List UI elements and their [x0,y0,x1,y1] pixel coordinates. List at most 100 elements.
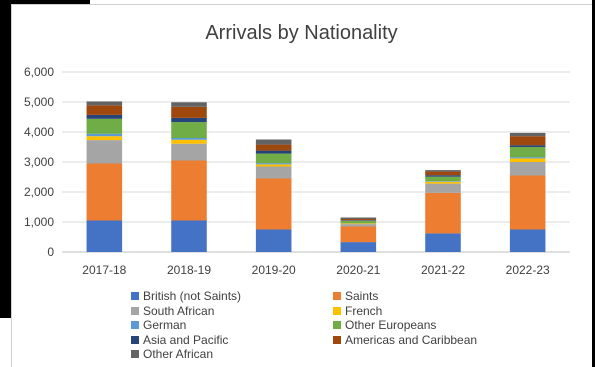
bar-segment [171,138,207,140]
legend-swatch [333,335,341,344]
x-tick-label: 2018-19 [167,263,211,277]
y-tick-label: 0 [47,245,54,259]
legend-item: Other African [131,347,214,361]
bar-segment [340,219,377,221]
legend-item: Americas and Caribbean [333,332,478,347]
bar-segment [255,164,292,167]
bar-segment [509,175,546,230]
bar-segment [86,140,123,164]
bar-segment [171,160,207,221]
right-frame-bar [592,0,595,367]
bar-segment [425,181,461,184]
bar-segment [340,220,377,221]
top-frame-bar [0,0,90,4]
bar-segment [509,132,546,137]
legend-label: German [143,318,187,332]
bar-segment [255,153,292,164]
bar-segment [340,224,377,227]
bar-segment [425,170,461,172]
legend-item: Asia and Pacific [131,332,229,347]
bar-segment [509,229,546,252]
bar-segment [425,176,461,182]
legend-swatch [131,306,139,315]
legend-swatch [131,292,139,300]
bar-segment [425,233,461,252]
bars [86,101,546,252]
bar-segment [425,171,461,176]
bar-segment [425,192,461,234]
x-tick-label: 2019-20 [252,263,296,277]
x-tick-label: 2021-22 [421,263,465,277]
bar-segment [255,139,292,145]
legend-label: Other African [143,347,214,361]
bar-segment [509,145,546,147]
x-tick-label: 2017-18 [82,263,126,277]
bar-segment [171,122,207,138]
bar-segment [509,162,546,176]
legend-swatch [333,321,341,329]
y-tick-label: 3,000 [24,155,54,169]
legend-swatch [131,350,139,358]
legend-label: Other Europeans [345,318,437,332]
legend-item: French [333,303,383,318]
bar-segment [86,136,123,141]
bar-segment [171,139,207,144]
bar-segment [171,117,207,123]
bar-segment [509,136,546,146]
bar-segment [86,114,123,119]
legend-label: Asia and Pacific [143,332,229,347]
bar-segment [171,102,207,107]
bar-segment [340,242,377,252]
legend-item: German [131,318,187,332]
bar-segment [509,157,546,159]
legend-swatch [131,321,139,329]
bar-segment [86,133,123,137]
legend-swatch [333,306,341,315]
bar-segment [425,181,461,182]
bar-segment [340,223,377,225]
bar-segment [255,163,292,165]
bar-segment [171,106,207,118]
x-tick-label: 2022-23 [506,263,550,277]
legend-label: French [345,303,383,318]
bar-segment [255,144,292,151]
legend-label: Saints [345,289,379,303]
chart-title: Arrivals by Nationality [205,22,398,44]
bar-segment [86,118,123,134]
bar-segment [509,158,546,162]
bar-segment [425,175,461,177]
bar-segment [340,217,377,219]
legend-item: Saints [333,289,379,303]
legend-swatch [333,292,341,300]
left-frame-bar [0,0,11,318]
bar-segment [425,183,461,193]
bar-segment [255,166,292,179]
bar-segment [255,229,292,252]
y-tick-label: 1,000 [24,215,54,229]
legend-item: South African [131,303,215,318]
legend-label: Americas and Caribbean [345,332,478,347]
x-axis: 2017-18 2018-19 2019-20 2020-21 2021-22 2022-… [82,263,550,277]
legend-swatch [131,335,139,344]
legend-item: Other Europeans [333,318,437,332]
y-tick-label: 5,000 [24,95,54,109]
legend-item: British (not Saints) [131,289,242,303]
chart-area-border [11,4,592,367]
y-axis: 0 1,000 2,000 3,000 4,000 5,000 6,000 [24,65,54,259]
bar-segment [86,220,123,252]
bar-segment [340,226,377,243]
bar-segment [171,220,207,252]
legend-label: South African [143,303,215,318]
bar-segment [86,105,123,115]
bar-segment [340,220,377,224]
gridlines [62,71,570,253]
y-tick-label: 2,000 [24,185,54,199]
bar-segment [86,163,123,221]
bar-segment [171,143,207,161]
legend-label: British (not Saints) [143,289,242,303]
bar-segment [255,178,292,230]
x-tick-label: 2020-21 [336,263,380,277]
bar-segment [86,101,123,106]
y-tick-label: 6,000 [24,65,54,79]
